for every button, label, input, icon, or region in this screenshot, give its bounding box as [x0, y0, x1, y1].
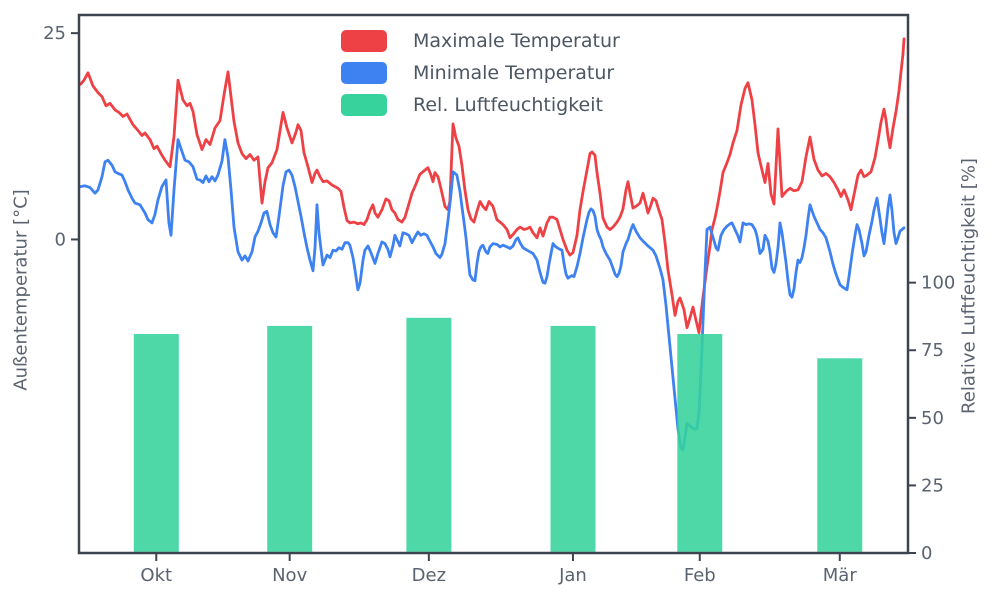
y-tick-label-right: 100: [921, 273, 955, 294]
x-tick-label: Nov: [272, 565, 307, 586]
min-temp-swatch-icon: [341, 62, 387, 84]
x-tick-label: Jan: [558, 565, 587, 586]
x-tick-label: Okt: [140, 565, 172, 586]
axes-border: [77, 13, 910, 555]
legend-label: Minimale Temperatur: [413, 62, 615, 84]
y-tick-label-right: 0: [921, 543, 932, 564]
legend-label: Rel. Luftfeuchtigkeit: [413, 94, 603, 116]
y-axis-label-left: Außentemperatur [°C]: [10, 189, 32, 391]
humidity-bar: [267, 325, 313, 552]
x-tick-label: Feb: [684, 565, 716, 586]
legend-item-min-temp: Minimale Temperatur: [341, 62, 620, 84]
x-tick-label: Mär: [823, 565, 858, 586]
humidity-bar: [817, 358, 863, 552]
humidity-bar: [406, 317, 452, 552]
max-temp-line: [79, 37, 906, 335]
min-temp-line: [79, 138, 906, 452]
y-tick-label-right: 50: [921, 408, 944, 429]
humidity-bar: [133, 334, 179, 552]
y-tick-label-left: 25: [43, 23, 66, 44]
humidity-swatch-icon: [341, 94, 387, 116]
y-tick-label-left: 0: [55, 229, 66, 250]
legend: Maximale Temperatur Minimale Temperatur …: [341, 30, 620, 116]
max-temp-swatch-icon: [341, 30, 387, 52]
y-tick-label-right: 25: [921, 475, 944, 496]
x-tick-label: Dez: [412, 565, 446, 586]
legend-item-humidity: Rel. Luftfeuchtigkeit: [341, 94, 620, 116]
humidity-bar: [677, 334, 723, 552]
legend-item-max-temp: Maximale Temperatur: [341, 30, 620, 52]
y-axis-label-right: Relative Luftfeuchtigkeit [%]: [958, 158, 980, 414]
y-tick-label-right: 75: [921, 340, 944, 361]
humidity-bar: [550, 325, 596, 552]
legend-label: Maximale Temperatur: [413, 30, 620, 52]
